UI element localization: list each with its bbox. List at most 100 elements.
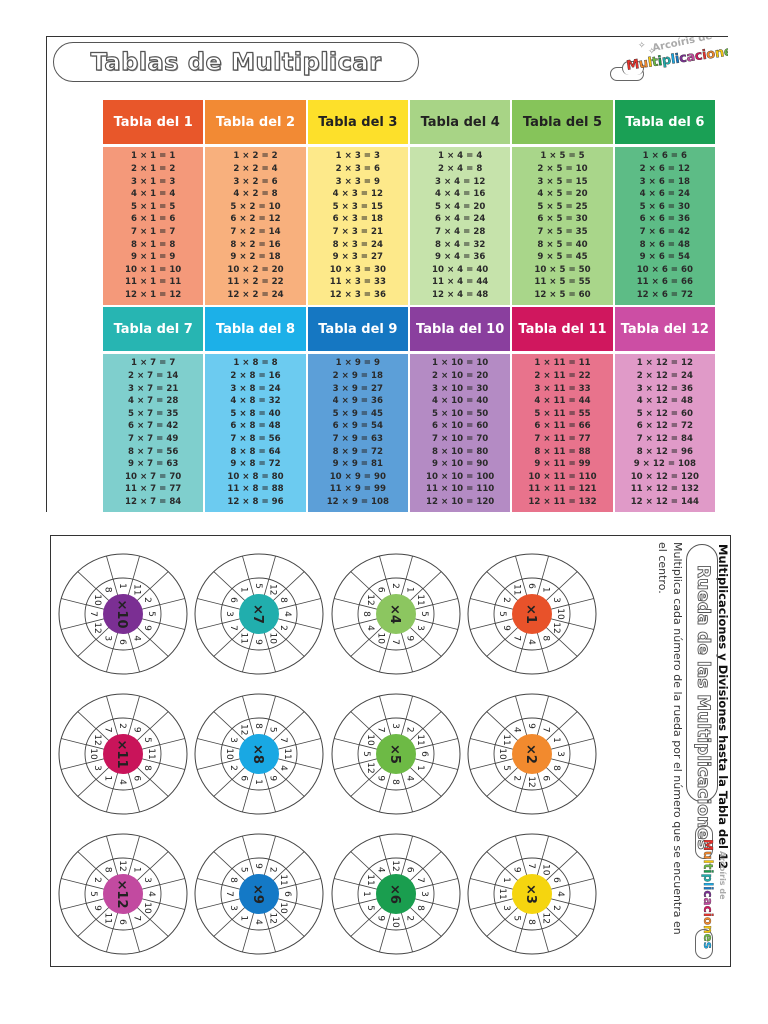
table-header: Tabla del 7: [103, 307, 204, 351]
table-row: 4 × 2 = 8: [233, 189, 278, 200]
table-row: 3 × 2 = 6: [233, 176, 278, 187]
wheel-center-label: ×8: [250, 744, 265, 764]
wheel-number: 7: [540, 727, 550, 733]
wheel-number: 10: [497, 748, 507, 760]
wheel-number: 7: [103, 727, 113, 733]
wheel-number: 6: [117, 919, 127, 925]
wheel-number: 9: [375, 775, 385, 781]
rainbow-logo: Arcoíris de Multiplicaciones: [681, 821, 729, 961]
table-row: 1 × 9 = 9: [335, 358, 380, 369]
wheel-number: 4: [282, 611, 292, 617]
table-row: 3 × 10 = 30: [432, 383, 489, 394]
wheel-number: 10: [268, 633, 278, 645]
multiplication-wheel: 10 12 4 1 3 7 8 5 9 2 11 6 ×9: [191, 824, 327, 964]
wheel-number: 12: [92, 734, 102, 745]
wheel-number: 3: [142, 877, 152, 883]
wheel-number: 12: [526, 776, 536, 787]
wheel-number: 8: [253, 723, 263, 729]
table-row: 10 × 12 = 120: [630, 471, 699, 482]
table-row: 8 × 9 = 72: [332, 446, 383, 457]
table-row: 12 × 3 = 36: [329, 289, 386, 300]
wheel-number: 8: [361, 611, 371, 617]
table-header: Tabla del 5: [512, 100, 613, 144]
table-column-12: Tabla del 12 1 × 12 = 12 2 × 12 = 24 3 × 12…: [614, 307, 715, 512]
wheel-number: 1: [551, 737, 561, 743]
table-row: 2 × 10 = 20: [432, 371, 489, 382]
table-row: 9 × 11 = 99: [534, 459, 591, 470]
multiplication-wheel: 10 7 6 11 9 5 2 8 12 1 3 4 ×12: [55, 824, 191, 964]
table-row: 9 × 9 = 81: [332, 459, 383, 470]
wheel-number: 11: [103, 913, 113, 924]
table-row: 7 × 10 = 70: [432, 434, 489, 444]
wheel-number: 1: [540, 587, 550, 593]
table-row: 7 × 7 = 49: [128, 434, 179, 444]
table-row: 9 × 2 = 18: [230, 252, 281, 263]
table-row: 2 × 1 = 2: [131, 164, 176, 175]
wheel-number: 2: [142, 597, 152, 603]
table-row: 4 × 1 = 4: [131, 189, 176, 200]
table-row: 4 × 4 = 16: [435, 189, 486, 200]
table-row: 8 × 3 = 24: [332, 239, 383, 250]
cloud-icon: [695, 825, 713, 859]
wheel-number: 11: [497, 888, 507, 899]
wheel-number: 4: [404, 775, 414, 781]
table-header: Tabla del 12: [614, 307, 715, 351]
wheel-number: 5: [497, 611, 507, 617]
wheel-number: 12: [268, 913, 278, 924]
wheel-number: 2: [501, 597, 511, 603]
table-row: 5 × 11 = 55: [534, 408, 591, 419]
table-column-8: Tabla del 8 1 × 8 = 8 2 × 8 = 16 3 × 8 = 24…: [205, 307, 306, 512]
multiplication-wheel: 8 6 12 2 5 10 11 4 9 7 1 3 ×2: [464, 684, 600, 824]
wheel-number: 2: [551, 905, 561, 911]
wheel-center-label: ×5: [387, 744, 402, 764]
wheel-number: 3: [103, 635, 113, 641]
table-row: 11 × 10 = 110: [426, 484, 495, 495]
table-row: 6 × 1 = 6: [131, 214, 176, 225]
table-row: 10 × 2 = 20: [227, 264, 284, 275]
wheel-number: 1: [361, 891, 371, 897]
star-icon: ✧: [648, 47, 656, 57]
wheel-number: 6: [375, 587, 385, 593]
wheel-number: 7: [224, 891, 234, 897]
table-row: 10 × 1 = 10: [125, 264, 182, 275]
wheel-number: 5: [268, 727, 278, 733]
table-row: 7 × 9 = 63: [332, 434, 383, 444]
table-row: 1 × 8 = 8: [233, 358, 278, 369]
wheel-number: 2: [511, 775, 521, 781]
table-row: 4 × 7 = 28: [128, 396, 179, 407]
wheel-number: 7: [375, 727, 385, 733]
table-row: 4 × 12 = 48: [636, 396, 693, 407]
table-column-10: Tabla del 10 1 × 10 = 10 2 × 10 = 20 3 × 10…: [410, 307, 511, 512]
wheel-center-label: ×6: [387, 884, 402, 904]
wheel-number: 10: [278, 902, 288, 914]
logo-small-text: Arcoíris de: [718, 851, 727, 900]
rainbow-logo: ✧ ✧ Arcoíris de Multiplicaciones: [608, 37, 728, 89]
table-row: 1 × 6 = 6: [642, 151, 687, 162]
wheel-number: 9: [268, 775, 278, 781]
wheel-number: 11: [511, 584, 521, 595]
table-row: 6 × 4 = 24: [435, 214, 486, 225]
wheel-number: 4: [132, 635, 142, 641]
wheel-number: 1: [415, 765, 425, 771]
table-row: 8 × 12 = 96: [636, 446, 693, 457]
table-row: 2 × 7 = 14: [128, 371, 179, 382]
wheel-number: 1: [501, 877, 511, 883]
wheel-number: 9: [253, 639, 263, 645]
table-row: 7 × 2 = 14: [230, 227, 281, 237]
table-header: Tabla del 9: [307, 307, 408, 351]
wheel-number: 1: [239, 587, 249, 593]
table-row: 5 × 5 = 25: [537, 201, 588, 212]
multiplication-wheel: 8 2 10 9 5 1 11 4 12 6 7 3 ×6: [328, 824, 464, 964]
wheel-center-label: ×9: [250, 884, 265, 904]
wheel-number: 12: [390, 860, 400, 871]
table-row: 10 × 11 = 110: [528, 471, 597, 482]
wheel-number: 12: [239, 724, 249, 735]
wheel-number: 7: [390, 639, 400, 645]
wheel-number: 12: [117, 860, 127, 871]
wheel-number: 9: [375, 915, 385, 921]
table-row: 7 × 4 = 28: [435, 227, 486, 237]
wheel-number: 10: [92, 594, 102, 606]
